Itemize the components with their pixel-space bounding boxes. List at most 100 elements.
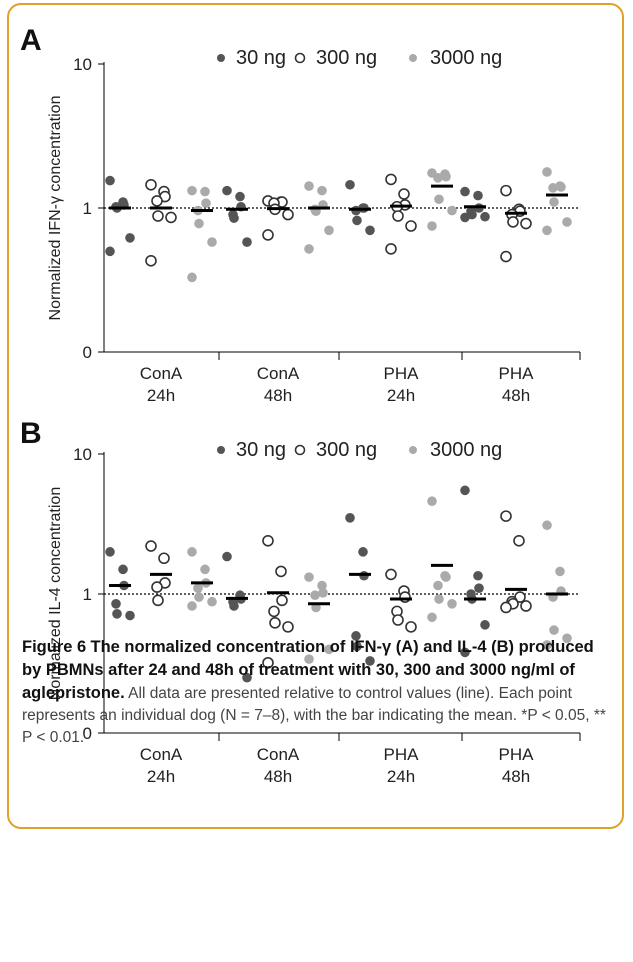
legend-marker xyxy=(409,54,417,62)
data-point-300ng xyxy=(152,210,164,222)
legend-label: 300 ng xyxy=(316,439,377,461)
x-tick-label: 24h xyxy=(147,386,175,405)
data-point-30ng xyxy=(112,609,122,619)
data-point-300ng xyxy=(268,605,280,618)
data-point-30ng xyxy=(365,656,375,666)
x-tick-label: PHA xyxy=(384,364,420,383)
data-point-3000ng xyxy=(542,520,552,531)
data-point-30ng xyxy=(480,620,490,630)
x-tick-label: 48h xyxy=(264,767,292,786)
figure-caption: Figure 6 The normalized concentration of… xyxy=(22,636,614,749)
legend-label: 30 ng xyxy=(236,47,286,69)
data-point-3000ng xyxy=(549,625,559,635)
x-tick-label: 24h xyxy=(387,767,415,786)
data-point-300ng xyxy=(145,178,157,191)
data-point-3000ng xyxy=(200,564,210,575)
data-point-3000ng xyxy=(318,587,328,598)
data-point-300ng xyxy=(275,565,287,578)
caption-figure-label: Figure 6 xyxy=(22,638,87,656)
data-point-3000ng xyxy=(555,566,565,577)
data-point-300ng xyxy=(385,173,397,186)
y-tick-label: 1 xyxy=(83,585,92,604)
data-point-300ng xyxy=(399,591,411,603)
data-point-300ng xyxy=(262,656,274,669)
data-point-3000ng xyxy=(441,572,451,582)
data-point-30ng xyxy=(105,175,115,186)
data-point-30ng xyxy=(229,213,239,223)
data-point-300ng xyxy=(282,208,294,221)
data-point-30ng xyxy=(229,601,239,611)
caption-bold-title: The normalized concentration of IFN-γ (A… xyxy=(22,638,594,702)
data-point-3000ng xyxy=(194,592,204,602)
data-point-30ng xyxy=(222,185,232,196)
data-point-300ng xyxy=(507,216,519,228)
data-point-30ng xyxy=(125,610,135,621)
data-point-30ng xyxy=(460,647,470,658)
legend-label: 3000 ng xyxy=(430,439,502,461)
data-point-30ng xyxy=(351,631,361,641)
data-point-300ng xyxy=(158,552,170,565)
data-point-30ng xyxy=(365,225,375,236)
data-point-300ng xyxy=(151,581,163,593)
data-point-3000ng xyxy=(447,205,457,216)
data-point-300ng xyxy=(262,534,274,547)
data-point-3000ng xyxy=(562,633,572,644)
data-point-30ng xyxy=(358,547,368,557)
y-tick-label: 1 xyxy=(83,199,92,218)
data-point-3000ng xyxy=(310,590,320,601)
legend-label: 30 ng xyxy=(236,439,286,461)
data-point-3000ng xyxy=(207,237,217,247)
data-point-30ng xyxy=(105,246,115,257)
data-point-30ng xyxy=(222,551,232,562)
y-tick-label: 10 xyxy=(73,55,92,74)
data-point-300ng xyxy=(500,250,512,263)
data-point-3000ng xyxy=(304,572,314,582)
data-point-300ng xyxy=(500,601,512,614)
data-point-300ng xyxy=(152,594,164,607)
x-tick-label: ConA xyxy=(140,745,183,764)
data-point-300ng xyxy=(145,540,157,552)
x-tick-label: 24h xyxy=(387,386,415,405)
data-point-300ng xyxy=(392,614,404,626)
data-point-30ng xyxy=(474,583,484,594)
panel-letter: A xyxy=(20,24,42,57)
caption-body: All data are presented relative to contr… xyxy=(22,685,606,746)
x-tick-label: 48h xyxy=(502,767,530,786)
data-point-3000ng xyxy=(433,580,443,591)
data-point-300ng xyxy=(500,184,512,197)
data-point-30ng xyxy=(345,513,355,523)
data-point-3000ng xyxy=(441,171,451,182)
data-point-30ng xyxy=(460,485,470,496)
x-tick-label: PHA xyxy=(499,745,535,764)
data-point-300ng xyxy=(165,211,177,224)
data-point-30ng xyxy=(111,599,121,609)
data-point-3000ng xyxy=(556,182,566,192)
x-tick-label: 48h xyxy=(502,386,530,405)
y-tick-label: 10 xyxy=(73,445,92,464)
data-point-300ng xyxy=(276,594,288,607)
legend-marker xyxy=(217,446,225,454)
data-point-3000ng xyxy=(542,225,552,236)
data-point-3000ng xyxy=(304,244,314,254)
y-axis-label: Normalized IFN-γ concentration xyxy=(47,96,64,321)
data-point-300ng xyxy=(151,195,163,207)
data-point-3000ng xyxy=(201,198,211,208)
data-point-3000ng xyxy=(207,596,217,607)
data-point-300ng xyxy=(520,217,532,230)
figure-frame xyxy=(7,3,624,829)
data-point-300ng xyxy=(392,210,404,222)
x-tick-label: ConA xyxy=(257,745,300,764)
data-point-3000ng xyxy=(187,185,197,196)
data-point-3000ng xyxy=(562,217,572,227)
data-point-30ng xyxy=(105,547,115,557)
data-point-30ng xyxy=(242,237,252,247)
data-point-3000ng xyxy=(187,547,197,557)
data-point-3000ng xyxy=(427,221,437,231)
data-point-30ng xyxy=(480,211,490,222)
x-tick-label: ConA xyxy=(140,364,183,383)
data-point-3000ng xyxy=(542,167,552,177)
legend-label: 3000 ng xyxy=(430,47,502,69)
x-tick-label: PHA xyxy=(499,364,535,383)
